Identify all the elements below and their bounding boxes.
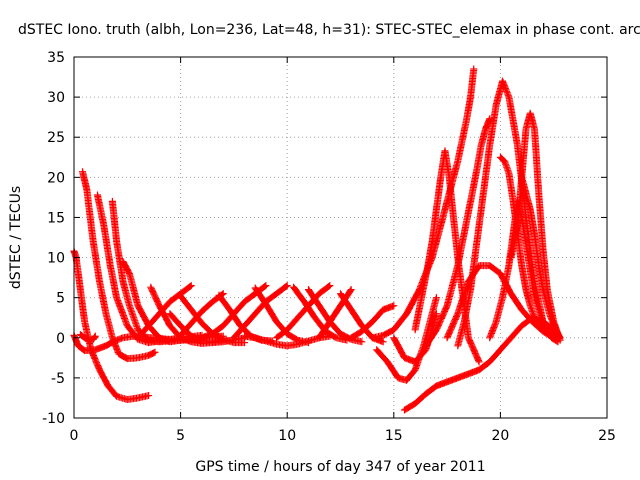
series-markers xyxy=(230,282,291,342)
series-2 xyxy=(79,168,159,363)
y-tick-label: 20 xyxy=(47,170,65,186)
x-tick-label: 10 xyxy=(278,428,296,444)
series-34 xyxy=(518,173,564,342)
series-22 xyxy=(347,302,398,342)
y-tick-label: 35 xyxy=(47,50,65,66)
x-tick-label: 20 xyxy=(491,428,509,444)
y-tick-label: 30 xyxy=(47,90,65,106)
series-markers xyxy=(518,173,564,342)
series-30 xyxy=(454,77,562,350)
x-tick-label: 5 xyxy=(176,428,185,444)
series-markers xyxy=(422,115,494,350)
series-3 xyxy=(76,331,99,344)
series-markers xyxy=(273,282,334,342)
y-tick-label: 25 xyxy=(47,130,65,146)
y-tick-label: 5 xyxy=(56,291,65,307)
y-axis-label: dSTEC / TECUs xyxy=(8,186,24,289)
x-tick-label: 0 xyxy=(70,428,79,444)
y-tick-label: 10 xyxy=(47,251,65,267)
series-8 xyxy=(134,282,195,342)
series-markers xyxy=(134,282,195,342)
series-markers xyxy=(347,302,398,342)
series-28 xyxy=(422,115,494,350)
chart-title: dSTEC Iono. truth (albh, Lon=236, Lat=48… xyxy=(18,22,640,38)
series-23 xyxy=(369,65,478,342)
x-tick-label: 15 xyxy=(385,428,403,444)
y-tick-label: 15 xyxy=(47,210,65,226)
y-tick-label: 0 xyxy=(56,331,65,347)
series-markers xyxy=(369,65,478,342)
x-axis-label: GPS time / hours of day 347 of year 2011 xyxy=(195,459,485,475)
y-tick-label: -5 xyxy=(51,371,65,387)
series-6 xyxy=(119,258,185,346)
series-13 xyxy=(230,282,291,342)
data-points xyxy=(70,65,564,414)
series-markers xyxy=(119,258,185,346)
series-markers xyxy=(454,77,562,350)
series-markers xyxy=(76,331,99,344)
y-tick-label: -10 xyxy=(42,411,65,427)
axis-ticks: 0 5 10 15 20 25 -10 -5 0 5 10 15 20 25 30 35 xyxy=(42,50,616,444)
x-tick-label: 25 xyxy=(598,428,616,444)
series-markers xyxy=(79,168,159,363)
series-17 xyxy=(273,282,334,342)
plot-frame xyxy=(73,56,608,419)
